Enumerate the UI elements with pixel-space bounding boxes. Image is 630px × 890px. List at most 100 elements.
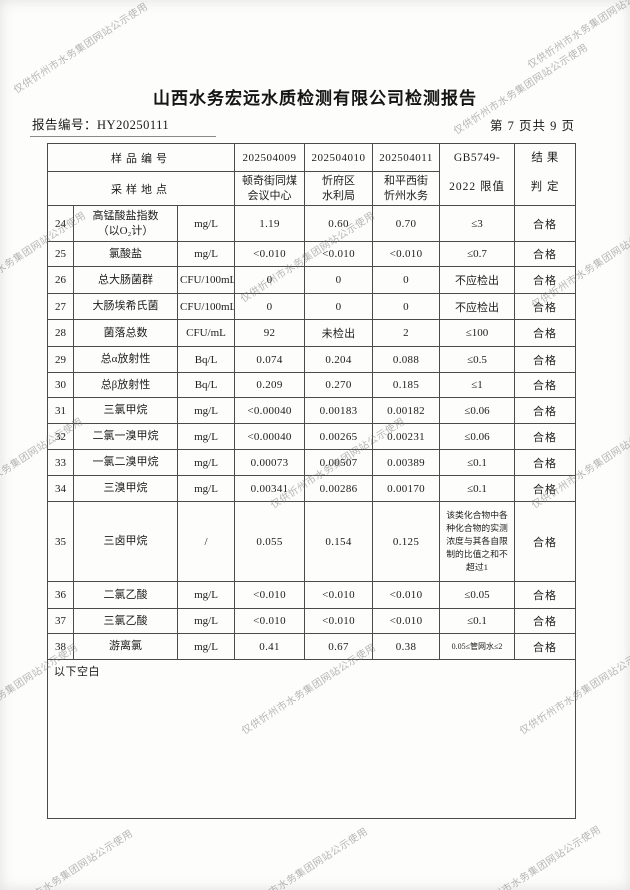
value-cell: <0.010 — [304, 241, 374, 267]
value-cell: 0.00389 — [372, 449, 441, 476]
value-cell: 未检出 — [304, 319, 374, 347]
result-cell: 合格 — [514, 581, 577, 609]
row-number-cell: 31 — [47, 397, 74, 424]
param-name-cell: 游离氯 — [73, 633, 178, 660]
result-header-cell: 结 果 判 定 — [514, 143, 577, 206]
unit-cell: mg/L — [176, 475, 236, 502]
limit-cell: ≤0.1 — [439, 608, 516, 634]
value-cell: <0.00040 — [234, 397, 306, 424]
value-cell: 0 — [234, 293, 306, 320]
table-row: 32 二氯一溴甲烷 mg/L <0.00040 0.00265 0.00231 ≤0.06 合… — [47, 423, 577, 450]
value-cell: 0.00265 — [304, 423, 374, 450]
value-cell: 0.088 — [372, 346, 441, 373]
table-row: 28 菌落总数 CFU/mL 92 未检出 2 ≤100 合格 — [47, 319, 577, 347]
unit-cell: mg/L — [176, 241, 236, 267]
limit-header-line2: 2022 限值 — [449, 181, 505, 194]
row-number-cell: 24 — [47, 205, 74, 242]
value-cell: 0 — [304, 266, 374, 294]
value-cell: 0.055 — [234, 501, 306, 582]
site-cell: 和平西街 忻州水务 — [372, 171, 441, 206]
value-cell: <0.010 — [234, 581, 306, 609]
report-number-underline — [30, 136, 216, 137]
table-row: 29 总α放射性 Bq/L 0.074 0.204 0.088 ≤0.5 合格 — [47, 346, 577, 373]
result-cell: 合格 — [514, 449, 577, 476]
table-row: 38 游离氯 mg/L 0.41 0.67 0.38 0.05≤管网水≤2 合格 — [47, 633, 577, 660]
result-header-line1: 结 果 — [531, 151, 559, 164]
results-table: 样品编号 202504009 202504010 202504011 GB574… — [46, 143, 577, 819]
table-row: 31 三氯甲烷 mg/L <0.00040 0.00183 0.00182 ≤0.06 合格 — [47, 397, 577, 424]
value-cell: 0.125 — [372, 501, 441, 582]
row-number-cell: 27 — [47, 293, 74, 320]
table-row: 35 三卤甲烷/0.055 0.154 0.125 该类化合物中各种化合物的实测浓度与其… — [47, 501, 577, 582]
limit-header-line1: GB5749- — [453, 151, 501, 164]
row-number-cell: 29 — [47, 346, 74, 373]
unit-cell: mg/L — [176, 449, 236, 476]
unit-cell: Bq/L — [176, 372, 236, 398]
value-cell: 0.270 — [304, 372, 374, 398]
result-cell: 合格 — [514, 475, 577, 502]
row-number-cell: 33 — [47, 449, 74, 476]
value-cell: 0.38 — [372, 633, 441, 660]
unit-cell: mg/L — [176, 205, 236, 242]
table-row: 36 二氯乙酸 mg/L <0.010 <0.010 <0.010 ≤0.05 合格 — [47, 581, 577, 609]
row-number-cell: 25 — [47, 241, 74, 267]
result-cell: 合格 — [514, 501, 577, 582]
value-cell: 0.204 — [304, 346, 374, 373]
unit-cell: CFU/100mL — [176, 266, 236, 294]
site-header-cell: 采样地点 — [46, 171, 236, 206]
param-name-cell: 二氯乙酸 — [73, 581, 178, 609]
param-name-cell: 大肠埃希氏菌 — [73, 293, 178, 320]
unit-cell: mg/L — [176, 581, 236, 609]
result-cell: 合格 — [514, 319, 577, 347]
value-cell: 0.185 — [372, 372, 441, 398]
result-cell: 合格 — [514, 372, 577, 398]
limit-cell: ≤0.06 — [439, 397, 516, 424]
page-indicator: 第 7 页共 9 页 — [489, 119, 575, 133]
value-cell: 0.154 — [304, 501, 374, 582]
limit-cell: 0.05≤管网水≤2 — [439, 633, 516, 660]
site-cell: 顿奇街同煤 会议中心 — [234, 171, 306, 206]
header-row-site: 采样地点 顿奇街同煤 会议中心 忻府区 水利局 和平西街 忻州水务 — [46, 171, 576, 206]
value-cell: 0 — [372, 293, 441, 320]
value-cell: <0.010 — [234, 241, 306, 267]
limit-header-cell: GB5749- 2022 限值 — [439, 143, 516, 206]
param-name-cell: 高锰酸盐指数 （以O₂计） — [73, 205, 178, 242]
param-name-cell: 菌落总数 — [73, 319, 178, 347]
row-number-cell: 36 — [47, 581, 74, 609]
header-row-sample-no: 样品编号 202504009 202504010 202504011 GB574… — [46, 143, 577, 206]
param-name-cell: 三氯乙酸 — [73, 608, 178, 634]
watermark-text: 仅供忻州市水务集团网站公示使用 — [232, 826, 371, 890]
value-cell: <0.010 — [304, 608, 374, 634]
watermark-text: 仅供忻州市水务集团网站公示使用 — [12, 1, 151, 97]
value-cell: 0.41 — [234, 633, 306, 660]
watermark-text: 仅供忻州市水务集团网站公示使用 — [0, 828, 136, 890]
unit-cell: CFU/100mL — [176, 293, 236, 320]
unit-cell: mg/L — [176, 397, 236, 424]
param-name-cell: 总大肠菌群 — [73, 266, 178, 294]
value-cell: 0.60 — [304, 205, 374, 242]
unit-cell: / — [176, 501, 236, 582]
limit-cell: ≤1 — [439, 372, 516, 398]
param-name-cell: 三溴甲烷 — [73, 475, 178, 502]
value-cell: 0 — [372, 266, 441, 294]
unit-cell: mg/L — [176, 423, 236, 450]
unit-cell: mg/L — [176, 633, 236, 660]
value-cell: 0 — [304, 293, 374, 320]
value-cell: <0.010 — [304, 581, 374, 609]
row-number-cell: 32 — [47, 423, 74, 450]
value-cell: 0.70 — [372, 205, 441, 242]
row-number-cell: 30 — [47, 372, 74, 398]
sample-no-cell: 202504010 — [304, 143, 374, 172]
sample-no-cell: 202504009 — [234, 143, 306, 172]
unit-cell: CFU/mL — [176, 319, 236, 347]
limit-cell: ≤0.05 — [439, 581, 516, 609]
param-name-cell: 二氯一溴甲烷 — [73, 423, 178, 450]
result-header-line2: 判 定 — [530, 181, 560, 194]
limit-cell: ≤0.5 — [439, 346, 516, 373]
table-row: 30 总β放射性 Bq/L 0.209 0.270 0.185 ≤1 合格 — [47, 372, 577, 398]
result-cell: 合格 — [514, 346, 577, 373]
value-cell: 0.00182 — [372, 397, 441, 424]
param-name-cell: 氯酸盐 — [73, 241, 178, 267]
value-cell: 0.209 — [234, 372, 306, 398]
